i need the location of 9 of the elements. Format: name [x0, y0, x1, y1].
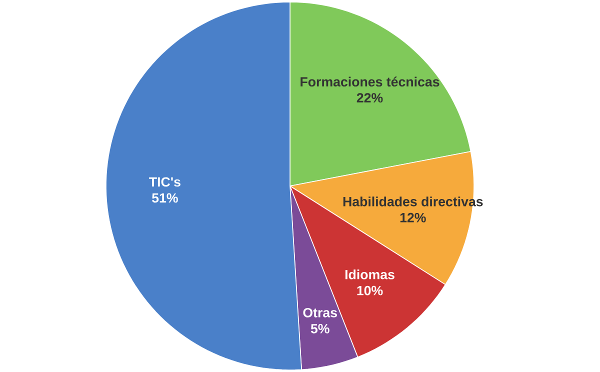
data-label: 10% [357, 286, 383, 296]
slice-label: TIC's [149, 177, 180, 187]
data-label: 12% [400, 212, 426, 222]
data-label: 51% [152, 193, 178, 203]
slice-label: Idiomas [345, 270, 394, 280]
slice-label: Otras [303, 308, 337, 318]
data-label: 5% [310, 324, 330, 334]
slice-label: Formaciones técnicas [300, 76, 440, 87]
data-label: 22% [356, 93, 383, 103]
